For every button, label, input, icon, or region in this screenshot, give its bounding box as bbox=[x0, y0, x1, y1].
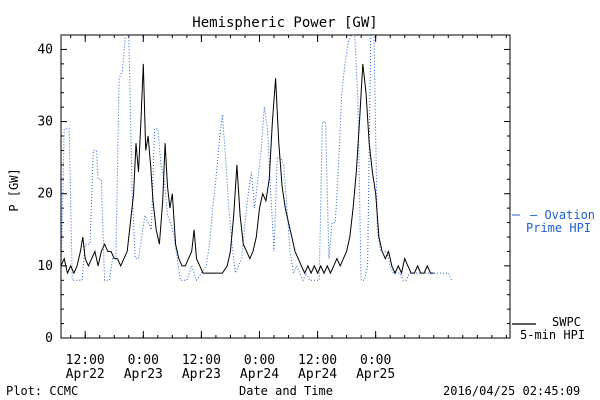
x-tick-label-date: Apr24 bbox=[240, 367, 279, 382]
series-layer bbox=[61, 35, 452, 282]
x-tick-label-time: 0:00 bbox=[360, 353, 391, 368]
chart-title: Hemispheric Power [GW] bbox=[192, 15, 377, 31]
swpc-legend-label-2: 5-min HPI bbox=[520, 328, 586, 342]
x-tick-label-date: Apr24 bbox=[298, 367, 337, 382]
footer-source: Plot: CCMC bbox=[6, 384, 79, 398]
ovation-legend-label-1: — Ovation bbox=[530, 208, 596, 222]
plot-frame bbox=[60, 34, 511, 339]
x-tick-label-time: 12:00 bbox=[182, 353, 221, 368]
y-tick-label: 20 bbox=[37, 187, 53, 202]
x-tick-label-date: Apr22 bbox=[66, 367, 105, 382]
x-axis-ticks: 12:00Apr220:00Apr2312:00Apr230:00Apr2412… bbox=[66, 35, 507, 382]
swpc-legend-label-1: SWPC bbox=[552, 315, 581, 329]
y-tick-label: 40 bbox=[37, 42, 53, 57]
x-tick-label-time: 0:00 bbox=[128, 353, 159, 368]
y-axis-ticks: 0 10 20 30 40 bbox=[37, 34, 510, 346]
y-tick-label: 10 bbox=[37, 259, 53, 274]
x-tick-label-time: 12:00 bbox=[66, 353, 105, 368]
ovation-legend-label-2: Prime HPI bbox=[526, 221, 592, 235]
plot-axes bbox=[60, 34, 511, 339]
x-tick-label-date: Apr23 bbox=[124, 367, 163, 382]
y-tick-label: 30 bbox=[37, 115, 53, 130]
x-axis-label: Date and Time bbox=[239, 384, 333, 398]
footer-timestamp: 2016/04/25 02:45:09 bbox=[443, 384, 581, 398]
x-tick-label-date: Apr23 bbox=[182, 367, 221, 382]
x-tick-label-time: 0:00 bbox=[244, 353, 275, 368]
y-tick-label: 0 bbox=[45, 331, 53, 346]
y-axis-label: P [GW] bbox=[7, 168, 21, 211]
ovation-prime-series-line bbox=[61, 35, 452, 282]
swpc-hpi-series-line bbox=[61, 63, 434, 275]
x-tick-label-date: Apr25 bbox=[356, 367, 395, 382]
x-tick-label-time: 12:00 bbox=[298, 353, 337, 368]
